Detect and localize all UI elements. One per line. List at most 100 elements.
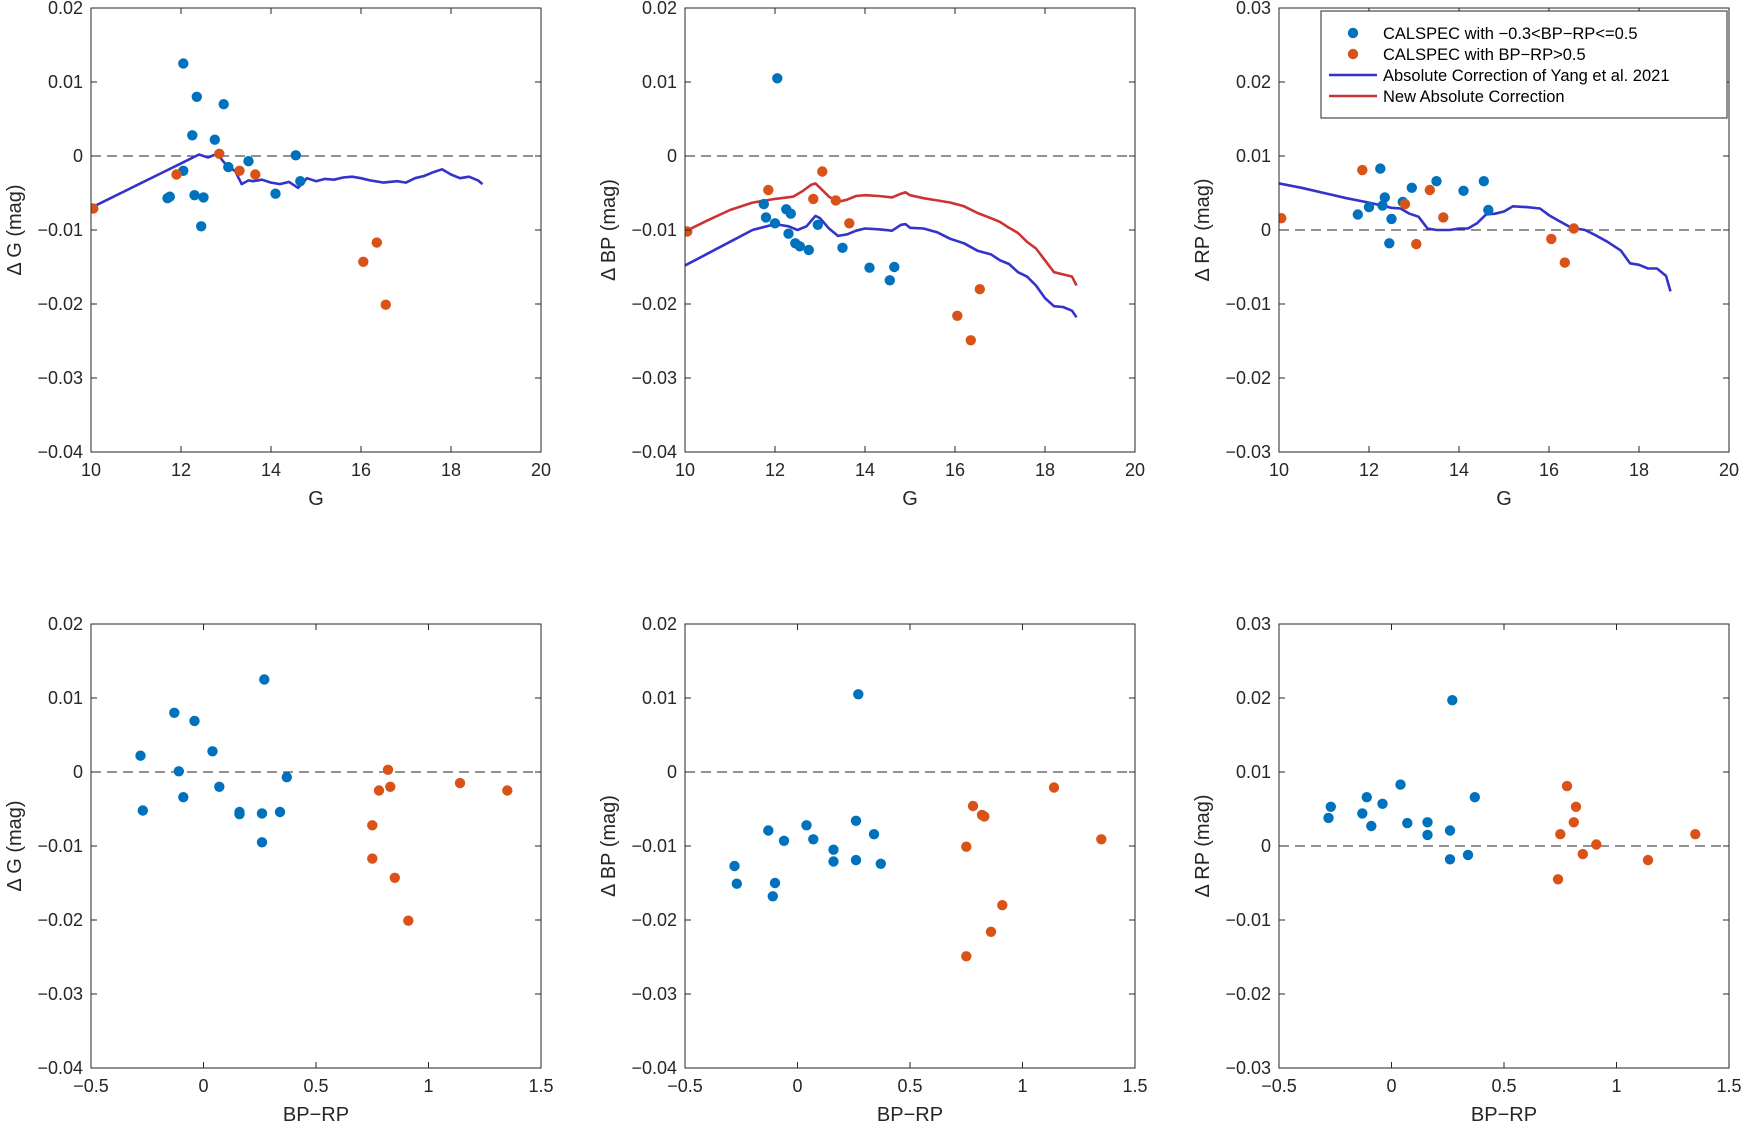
data-point-blue-point (191, 91, 202, 103)
x-tick-label: −0.5 (667, 1076, 703, 1096)
legend-entry-label: Absolute Correction of Yang et al. 2021 (1383, 67, 1670, 85)
data-point-blue-point (295, 176, 306, 187)
y-tick-label: −0.01 (37, 836, 83, 856)
data-point-orange-point (961, 951, 972, 962)
y-tick-label: −0.04 (631, 442, 677, 462)
data-point-blue-point (760, 212, 772, 223)
data-point-blue-point (1363, 201, 1375, 213)
data-point-orange-point (1279, 213, 1287, 224)
y-tick-label: −0.03 (1225, 1058, 1271, 1078)
x-tick-label: 18 (1629, 460, 1649, 480)
y-axis-label: Δ BP (mag) (598, 795, 620, 897)
data-point-blue-point (1422, 829, 1433, 841)
panel-rp-vs-color: −0.5 0 0.5 1 1.5 −0.03 −0.02 −0.01 0 0.01 0.02 0.03… (1192, 614, 1742, 1121)
data-point-blue-point (1361, 792, 1373, 803)
data-point-blue-point (758, 198, 769, 210)
x-axis-label: BP−RP (283, 1104, 349, 1121)
y-tick-label: 0.03 (1236, 0, 1271, 18)
legend-marker-point (1347, 27, 1359, 39)
y-axis-label: Δ G (mag) (4, 800, 26, 891)
data-point-blue-point (1469, 792, 1481, 803)
data-point-blue-point (767, 891, 778, 902)
data-point-blue-point (274, 806, 286, 818)
data-point-blue-point (801, 820, 812, 831)
x-tick-label: 1.5 (1716, 1076, 1741, 1096)
data-point-blue-point (1478, 176, 1490, 187)
panel-bp-vs-g: 10 12 14 16 18 20 −0.04 −0.03 −0.02 −0.01 0 0.01 0.0… (598, 0, 1145, 510)
data-point-orange-point (380, 299, 391, 310)
data-point-blue-point (812, 219, 823, 230)
y-tick-label: −0.02 (1225, 984, 1271, 1004)
data-point-blue-point (783, 228, 794, 239)
data-point-blue-point (1366, 820, 1377, 832)
y-tick-label: −0.04 (37, 442, 83, 462)
data-point-orange-point (1552, 874, 1564, 885)
data-point-orange-point (234, 165, 245, 176)
data-point-blue-point (1458, 185, 1469, 196)
x-tick-label: 10 (675, 460, 695, 480)
data-point-blue-point (243, 156, 254, 167)
data-point-orange-point (1690, 829, 1701, 840)
y-tick-label: −0.02 (631, 294, 677, 314)
data-point-blue-point (875, 858, 886, 869)
data-point-blue-point (1323, 812, 1334, 824)
data-point-blue-point (1352, 209, 1364, 220)
y-tick-label: 0.01 (48, 72, 83, 92)
plot-area (1279, 163, 1672, 292)
y-tick-label: 0 (1261, 836, 1271, 856)
x-axis-label: BP−RP (1471, 1104, 1537, 1121)
x-tick-label: 0 (1386, 1076, 1396, 1096)
data-point-orange-point (1570, 801, 1582, 812)
data-point-blue-point (889, 261, 900, 273)
data-point-orange-point (844, 218, 855, 229)
x-axis-label: G (1496, 488, 1512, 510)
x-tick-label: −0.5 (1261, 1076, 1297, 1096)
y-tick-label: −0.01 (631, 836, 677, 856)
y-tick-label: 0 (73, 762, 83, 782)
data-point-blue-point (1325, 801, 1337, 812)
y-tick-label: 0.01 (1236, 146, 1271, 166)
data-point-orange-point (1568, 817, 1580, 828)
y-tick-label: −0.02 (37, 910, 83, 930)
data-point-blue-point (137, 805, 148, 816)
x-tick-label: 14 (855, 460, 875, 480)
data-point-blue-point (196, 221, 207, 232)
y-tick-label: 0.02 (1236, 72, 1271, 92)
data-point-orange-point (979, 811, 990, 822)
data-point-orange-point (358, 256, 369, 267)
x-tick-label: 16 (945, 460, 965, 480)
legend-entry-label: CALSPEC with BP−RP>0.5 (1383, 46, 1586, 64)
y-tick-label: 0.01 (642, 688, 677, 708)
data-point-blue-point (1357, 808, 1368, 819)
x-tick-label: 20 (531, 460, 551, 480)
data-point-blue-point (1447, 695, 1458, 706)
x-tick-label: 0 (198, 1076, 208, 1096)
data-point-orange-point (997, 900, 1008, 911)
plot-area (685, 73, 1078, 346)
x-tick-label: 1 (1017, 1076, 1027, 1096)
data-point-orange-point (502, 785, 513, 796)
data-point-blue-point (1483, 204, 1494, 216)
data-point-blue-point (763, 825, 774, 836)
x-tick-label: 14 (261, 460, 281, 480)
x-tick-label: 10 (1269, 460, 1289, 480)
data-point-blue-point (1395, 779, 1406, 790)
data-point-orange-point (1591, 839, 1602, 850)
y-tick-label: −0.01 (1225, 910, 1271, 930)
data-point-orange-point (985, 926, 997, 937)
data-point-orange-point (1438, 212, 1449, 223)
y-tick-label: −0.01 (1225, 294, 1271, 314)
data-point-orange-point (91, 203, 99, 214)
data-point-orange-point (403, 915, 414, 926)
data-point-blue-point (234, 809, 245, 820)
x-tick-label: 0 (792, 1076, 802, 1096)
data-point-orange-point (389, 872, 400, 883)
series-line-new-correction (685, 182, 1078, 287)
x-tick-label: 20 (1125, 460, 1145, 480)
x-tick-label: 14 (1449, 460, 1469, 480)
data-point-blue-point (162, 193, 173, 204)
data-point-blue-point (189, 190, 200, 201)
data-point-orange-point (1568, 223, 1580, 234)
